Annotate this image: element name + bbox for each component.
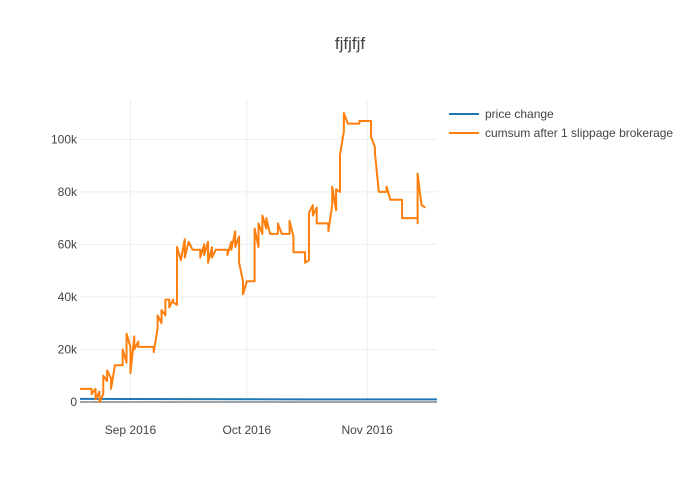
plot-area	[79, 112, 437, 403]
legend[interactable]: price change cumsum after 1 slippage brok…	[449, 107, 673, 140]
y-tick-label: 100k	[51, 132, 78, 146]
x-tick-label: Oct 2016	[223, 423, 272, 437]
series-line-cumsum	[80, 112, 426, 403]
series-line-price-change	[79, 397, 437, 401]
y-tick-label: 20k	[58, 342, 78, 356]
x-axis: Sep 2016 Oct 2016 Nov 2016	[105, 423, 393, 437]
y-axis: 0 20k 40k 60k 80k 100k	[51, 132, 78, 409]
y-tick-label: 60k	[58, 237, 78, 251]
chart-title: fjfjfjf	[335, 34, 366, 53]
y-tick-label: 40k	[58, 290, 78, 304]
legend-item[interactable]: cumsum after 1 slippage brokerage	[449, 126, 673, 140]
legend-item[interactable]: price change	[449, 107, 554, 121]
y-tick-label: 80k	[58, 185, 78, 199]
legend-label: cumsum after 1 slippage brokerage	[485, 126, 673, 140]
x-tick-label: Nov 2016	[341, 423, 393, 437]
y-tick-label: 0	[70, 395, 77, 409]
x-tick-label: Sep 2016	[105, 423, 157, 437]
legend-label: price change	[485, 107, 554, 121]
